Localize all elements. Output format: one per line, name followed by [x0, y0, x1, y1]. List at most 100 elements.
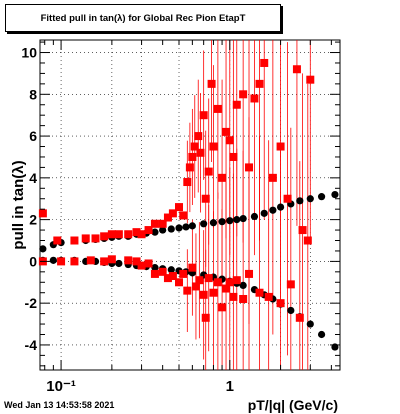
data-point-square — [209, 288, 218, 297]
data-point-square — [292, 65, 301, 74]
y-tick-label: 8 — [29, 86, 37, 102]
data-point-square — [188, 152, 197, 161]
data-point-circle — [151, 264, 159, 272]
data-point-square — [144, 226, 153, 235]
y-tick-label: -4 — [25, 337, 38, 353]
data-point-square — [91, 234, 100, 243]
data-point-square — [229, 292, 238, 301]
data-point-square — [137, 230, 146, 239]
data-markers — [38, 58, 339, 351]
data-point-square — [295, 313, 304, 322]
data-point-circle — [49, 256, 57, 264]
y-tick-label: 0 — [29, 253, 37, 269]
data-point-square — [204, 274, 213, 283]
data-point-square — [225, 278, 234, 287]
data-point-circle — [296, 197, 304, 205]
data-point-square — [239, 90, 248, 99]
data-point-square — [168, 272, 177, 281]
y-tick-label: -2 — [25, 295, 38, 311]
data-point-square — [38, 209, 47, 218]
data-point-square — [168, 209, 177, 218]
data-point-square — [213, 104, 222, 113]
data-point-square — [107, 230, 116, 239]
data-point-square — [250, 94, 259, 103]
data-point-circle — [239, 281, 247, 290]
y-tick-label: 6 — [29, 128, 37, 144]
data-point-square — [132, 257, 141, 266]
data-point-square — [255, 79, 264, 88]
data-point-square — [232, 100, 241, 109]
data-point-square — [306, 75, 315, 84]
data-point-circle — [188, 222, 196, 230]
data-point-square — [276, 142, 285, 151]
data-point-square — [179, 211, 188, 220]
y-tick-label: 4 — [29, 170, 37, 186]
data-point-square — [163, 213, 172, 222]
data-point-square — [225, 136, 234, 145]
data-point-circle — [317, 193, 326, 201]
data-point-square — [298, 226, 307, 235]
data-point-square — [158, 267, 167, 276]
data-point-square — [268, 173, 277, 182]
data-point-circle — [287, 306, 295, 315]
data-point-circle — [218, 218, 226, 226]
data-point-circle — [276, 203, 285, 211]
data-point-square — [260, 58, 269, 67]
data-point-circle — [200, 220, 208, 228]
data-point-square — [204, 167, 213, 176]
data-point-square — [239, 294, 248, 303]
data-point-circle — [182, 223, 190, 231]
data-point-square — [70, 236, 79, 245]
data-point-square — [132, 228, 141, 237]
x-axis-label: pT/|q| (GeV/c) — [248, 397, 338, 413]
data-point-square — [222, 127, 231, 136]
data-point-circle — [317, 330, 326, 339]
data-point-circle — [306, 195, 314, 203]
data-point-square — [190, 142, 199, 151]
data-point-circle — [233, 216, 241, 224]
data-point-square — [191, 282, 200, 291]
x-tick-label: 1 — [226, 378, 234, 395]
data-point-square — [286, 280, 295, 289]
data-point-square — [303, 236, 312, 245]
data-point-square — [199, 111, 208, 120]
data-point-square — [114, 230, 123, 239]
data-point-circle — [269, 206, 277, 214]
y-tick-label: 2 — [29, 212, 37, 228]
data-point-circle — [250, 212, 259, 221]
data-point-square — [194, 132, 203, 141]
data-point-square — [213, 278, 222, 287]
data-point-square — [222, 284, 231, 293]
data-point-circle — [226, 217, 234, 225]
data-point-square — [179, 269, 188, 278]
data-point-square — [124, 256, 133, 265]
data-point-square — [144, 259, 153, 268]
data-point-square — [150, 219, 159, 228]
data-point-circle — [167, 266, 175, 274]
data-point-square — [201, 194, 210, 203]
data-point-square — [188, 263, 197, 272]
data-point-circle — [175, 224, 183, 232]
data-point-square — [201, 313, 210, 322]
data-point-square — [218, 303, 227, 312]
data-point-square — [245, 269, 254, 278]
data-point-square — [218, 173, 227, 182]
axis-ticks: -4 -2 0 2 4 6 8 10 10⁻¹ 1 — [21, 40, 340, 395]
data-point-square — [264, 292, 273, 301]
data-point-circle — [167, 225, 175, 233]
data-point-square — [229, 152, 238, 161]
y-axis-label: pull in tan(λ) — [10, 160, 27, 249]
data-point-circle — [151, 228, 159, 236]
data-point-square — [199, 290, 208, 299]
data-point-circle — [331, 190, 339, 199]
data-point-square — [163, 274, 172, 283]
timestamp: Wed Jan 13 14:53:58 2021 — [4, 400, 115, 410]
data-point-square — [207, 79, 216, 88]
data-point-square — [195, 276, 204, 285]
data-point-square — [276, 299, 285, 308]
data-point-square — [245, 163, 254, 172]
data-point-square — [137, 261, 146, 270]
data-point-square — [196, 148, 205, 157]
data-point-square — [232, 276, 241, 285]
